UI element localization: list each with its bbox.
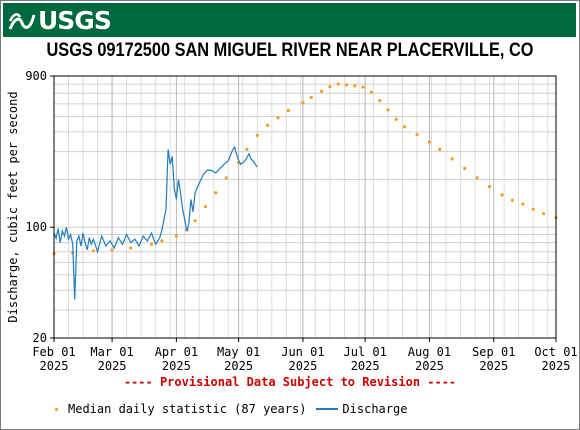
- median-point: [336, 82, 340, 86]
- median-point: [438, 147, 442, 151]
- x-tick-label-month: Aug 01: [408, 345, 451, 359]
- median-point: [344, 83, 349, 87]
- median-point: [369, 90, 373, 94]
- usgs-logo[interactable]: USGS: [8, 6, 112, 36]
- median-point: [149, 242, 154, 246]
- y-tick-label: 20: [33, 331, 47, 345]
- y-tick-label: 900: [25, 69, 47, 83]
- x-tick-label-month: Apr 01: [155, 345, 198, 359]
- median-point: [386, 108, 390, 112]
- x-tick-label-year: 2025: [415, 359, 444, 373]
- plot-border: [53, 75, 557, 339]
- legend: Median daily statistic (87 years) Discha…: [55, 402, 417, 416]
- median-point: [214, 191, 218, 195]
- legend-discharge-marker: [316, 408, 339, 410]
- median-point: [129, 246, 133, 250]
- legend-item-discharge: Discharge: [316, 402, 407, 416]
- median-point: [286, 108, 291, 113]
- x-tick-label-year: 2025: [479, 359, 508, 373]
- median-point: [463, 166, 467, 171]
- x-tick-label-year: 2025: [351, 359, 380, 373]
- x-tick-label-year: 2025: [162, 359, 191, 373]
- median-point: [510, 198, 515, 202]
- median-point: [309, 95, 313, 99]
- discharge-series-line: [53, 145, 258, 300]
- x-tick-label-month: Feb 01: [32, 345, 75, 359]
- median-point: [266, 123, 270, 127]
- median-point: [531, 207, 535, 211]
- legend-discharge-label: Discharge: [342, 402, 408, 416]
- x-tick-label-month: Sep 01: [472, 345, 515, 359]
- median-point: [224, 176, 228, 180]
- median-point: [276, 116, 280, 120]
- usgs-wave-icon: [8, 13, 36, 30]
- median-point: [203, 204, 208, 209]
- x-tick-label-month: Jun 01: [281, 345, 324, 359]
- y-axis-ticks: 20 100 900: [25, 69, 54, 345]
- x-tick-label-month: Oct 01: [534, 345, 577, 359]
- median-point: [301, 101, 305, 105]
- x-tick-label-month: Jul 01: [343, 345, 386, 359]
- median-point: [353, 84, 357, 88]
- median-point: [500, 193, 504, 197]
- x-tick-label-year: 2025: [542, 359, 571, 373]
- median-point: [475, 176, 479, 180]
- x-tick-label-year: 2025: [224, 359, 253, 373]
- median-point: [394, 117, 398, 121]
- median-point: [174, 234, 178, 238]
- median-point: [91, 249, 96, 253]
- provisional-notice: ---- Provisional Data Subject to Revisio…: [123, 375, 457, 389]
- median-point: [328, 85, 332, 89]
- median-point: [488, 185, 492, 189]
- legend-median-label: Median daily statistic (87 years): [68, 402, 307, 416]
- median-point: [361, 85, 365, 89]
- median-point: [255, 133, 259, 137]
- median-point: [402, 125, 407, 129]
- median-point: [427, 140, 432, 144]
- y-axis-label: Discharge, cubic feet per second: [6, 91, 20, 322]
- legend-item-median: Median daily statistic (87 years): [55, 402, 306, 416]
- x-tick-label-year: 2025: [40, 359, 69, 373]
- usgs-logo-text: USGS: [38, 6, 112, 35]
- median-point: [378, 98, 382, 103]
- median-point: [110, 248, 114, 252]
- median-point: [450, 157, 454, 161]
- median-point: [193, 219, 197, 223]
- chart-title: USGS 09172500 SAN MIGUEL RIVER NEAR PLAC…: [46, 40, 534, 61]
- y-tick-label: 100: [25, 220, 47, 234]
- median-point: [245, 147, 249, 151]
- x-tick-label-month: Mar 01: [90, 345, 133, 359]
- median-point: [415, 132, 419, 137]
- x-tick-label-year: 2025: [288, 359, 317, 373]
- legend-median-marker: [55, 407, 58, 411]
- usgs-banner: USGS: [3, 3, 576, 37]
- x-tick-label-year: 2025: [98, 359, 127, 373]
- median-point: [160, 239, 164, 243]
- x-tick-label-month: May 01: [217, 345, 260, 359]
- median-point: [521, 202, 525, 206]
- median-point: [319, 89, 324, 93]
- median-point: [541, 211, 546, 216]
- plot-area: [54, 76, 556, 338]
